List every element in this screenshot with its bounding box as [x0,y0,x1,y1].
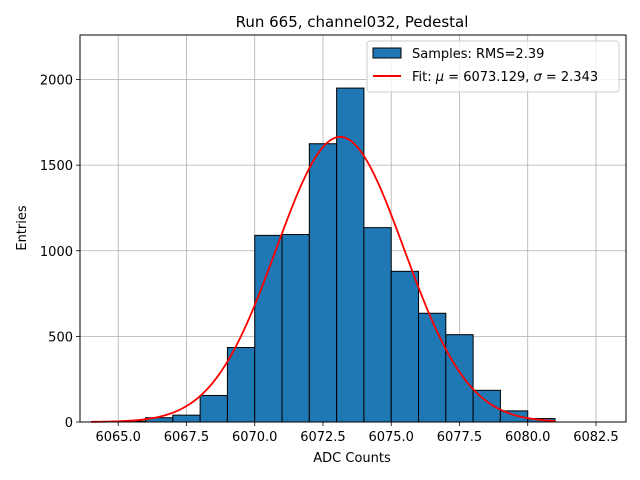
y-tick-label: 500 [48,330,73,345]
plot-frame [79,34,627,423]
y-axis-ticks: 0 500 1000 1500 2000 [40,74,80,431]
histogram-bar [336,87,365,423]
legend-fit-prefix: Fit: [412,70,436,85]
legend-fit-mu-symbol: μ [435,70,444,85]
legend-fit-label: Fit: μ = 6073.129, σ = 2.343 [412,70,598,85]
chart-title: Run 665, channel032, Pedestal [236,13,469,31]
x-tick-label: 6082.5 [573,430,619,445]
histogram-bar [226,347,256,423]
x-tick-label: 6072.5 [300,430,346,445]
y-tick-label: 1500 [40,159,73,174]
histogram-bar [390,270,420,423]
histogram-bar [418,312,447,423]
histogram-bar [281,233,310,423]
y-tick-label: 2000 [40,74,73,89]
legend-histogram-swatch [372,47,402,59]
legend-fit-sigma-text: = 2.343 [542,70,598,85]
histogram-bar [254,234,283,423]
x-tick-label: 6075.0 [368,430,414,445]
x-tick-label: 6067.5 [164,430,210,445]
y-tick-label: 0 [65,416,73,431]
y-axis-label: Entries [15,205,30,251]
legend-fit-sigma-symbol: σ [534,70,543,85]
histogram-bar [363,227,392,423]
x-tick-label: 6065.0 [95,430,141,445]
histogram-bar [308,143,338,423]
y-tick-label: 1000 [40,245,73,260]
histogram-bars [117,87,556,423]
legend-fit-mu-text: = 6073.129, [444,70,533,85]
x-tick-label: 6070.0 [232,430,278,445]
histogram-bar [172,414,201,423]
fit-curve [90,136,556,423]
x-axis-label: ADC Counts [313,451,391,466]
legend-histogram-label: Samples: RMS=2.39 [412,47,544,62]
x-tick-label: 6077.5 [437,430,483,445]
histogram-bar [472,389,501,423]
legend-box [366,40,620,93]
fit-curve-layer [90,136,556,423]
histogram-bar [199,394,228,423]
legend: Samples: RMS=2.39 Fit: μ = 6073.129, σ =… [366,40,620,93]
x-tick-label: 6080.0 [505,430,551,445]
histogram-bar [445,334,474,423]
x-axis-ticks: 6065.0 6067.5 6070.0 6072.5 6075.0 6077.5 6080… [95,422,619,445]
